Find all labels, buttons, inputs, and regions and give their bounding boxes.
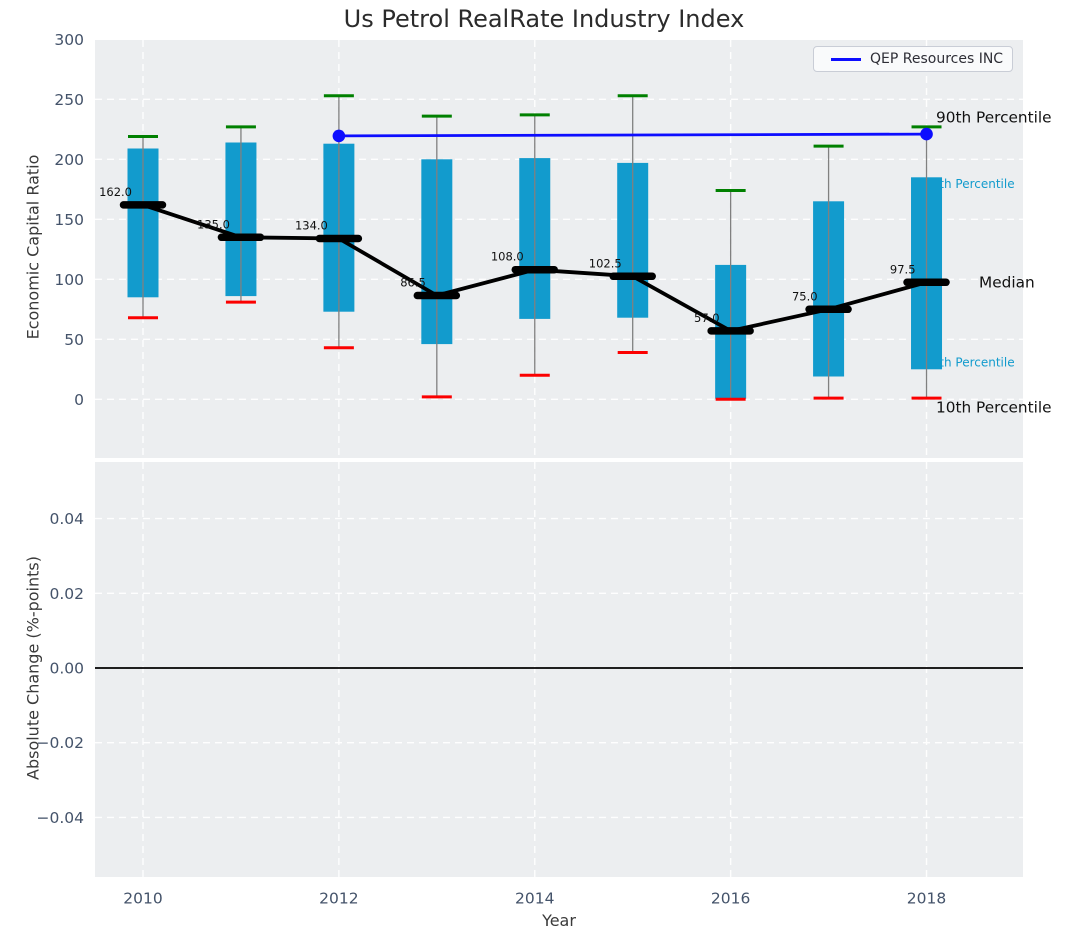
- p25-annotation: 25th Percentile: [924, 356, 1015, 370]
- y-tick-label: 0.02: [49, 585, 84, 603]
- y-axis-label-top: Economic Capital Ratio: [23, 154, 43, 340]
- data-layer: 162.0 135.0 134.0 86.5 108.0 102.5 57.0 75.0 97.…: [95, 94, 1023, 669]
- median-value-label: 97.5: [890, 262, 916, 276]
- median-value-label: 135.0: [197, 217, 230, 231]
- y-tick-label: 300: [54, 31, 84, 49]
- percentile-annotations-cyan: 75th Percentile 25th Percentile: [924, 177, 1015, 370]
- y-tick-label: −0.04: [37, 809, 85, 827]
- median-value-label: 108.0: [491, 250, 524, 264]
- median-value-label: 75.0: [792, 289, 818, 303]
- legend-label: QEP Resources INC: [870, 51, 1004, 67]
- median-value-label: 162.0: [99, 185, 132, 199]
- x-tick-label: 2016: [711, 890, 750, 908]
- legend-line-sample: [831, 57, 861, 61]
- y-tick-label: 200: [54, 151, 84, 169]
- median-annotation: Median: [979, 274, 1035, 292]
- qep-point: [332, 129, 346, 143]
- qep-point: [920, 127, 933, 141]
- y-tick-label: 250: [54, 91, 84, 109]
- p10-annotation: 10th Percentile: [936, 399, 1052, 417]
- x-tick-label: 2010: [123, 890, 162, 908]
- x-axis-label: Year: [542, 911, 576, 930]
- y-tick-label: 100: [54, 271, 84, 289]
- median-value-label: 86.5: [400, 276, 426, 290]
- y-axis-label-bottom: Absolute Change (%-points): [23, 556, 43, 780]
- panel-backgrounds: [95, 40, 1023, 877]
- legend: QEP Resources INC: [813, 46, 1014, 72]
- median-value-label: 134.0: [295, 219, 328, 233]
- y-tick-label: −0.02: [37, 734, 85, 752]
- median-value-label: 57.0: [694, 311, 720, 325]
- p90-annotation: 90th Percentile: [936, 109, 1052, 127]
- x-tick-label: 2012: [319, 890, 358, 908]
- median-value-label: 102.5: [589, 256, 622, 270]
- p75-annotation: 75th Percentile: [924, 177, 1015, 191]
- bottom-panel-bg: [95, 462, 1023, 877]
- tick-labels: 300 250 200 150 100 50 0 0.04 0.02 0.00 −0.02 −0.04…: [37, 31, 947, 908]
- qep-line: [338, 132, 927, 138]
- y-tick-label: 0.00: [49, 660, 84, 678]
- x-tick-label: 2014: [515, 890, 554, 908]
- percentile-annotations-black: 90th Percentile Median 10th Percentile: [936, 109, 1052, 417]
- y-tick-label: 0.04: [49, 510, 84, 528]
- y-tick-label: 0: [74, 391, 84, 409]
- chart-title: Us Petrol RealRate Industry Index: [343, 5, 745, 33]
- x-tick-label: 2018: [907, 890, 946, 908]
- y-tick-label: 150: [54, 211, 84, 229]
- y-tick-label: 50: [64, 331, 84, 349]
